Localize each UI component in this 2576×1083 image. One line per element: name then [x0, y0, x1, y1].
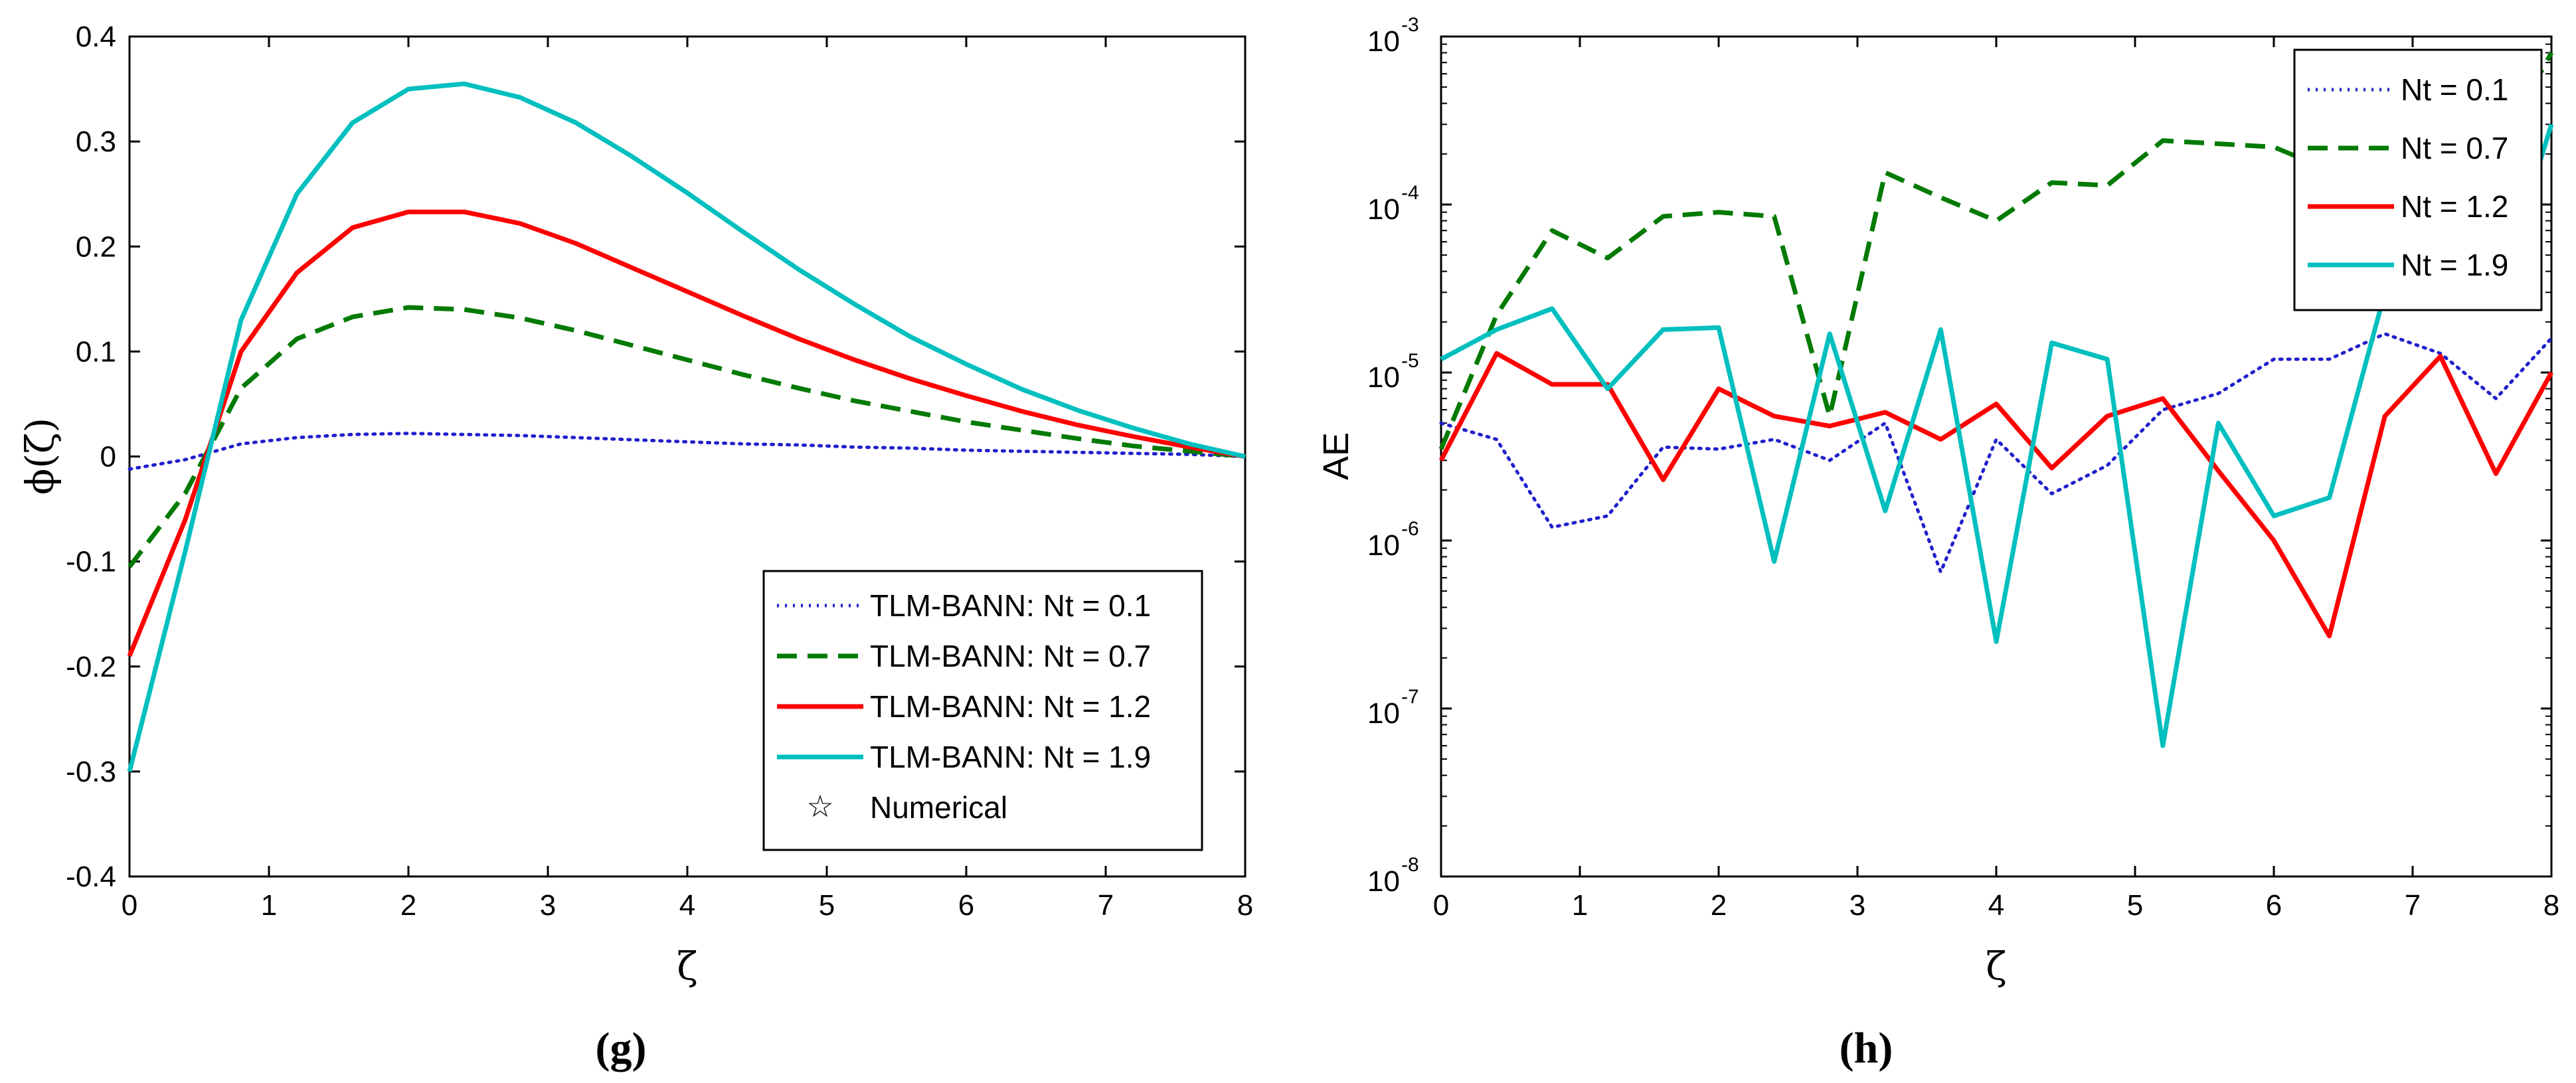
x-tick-label: 6: [958, 889, 974, 922]
legend: Nt = 0.1 Nt = 0.7 Nt = 1.2 Nt = 1.9: [2293, 48, 2543, 311]
panel-caption: (g): [596, 1024, 647, 1072]
series-line-3: [127, 209, 1246, 657]
y-axis-label: AE: [1316, 432, 1356, 480]
legend-entry-2: Nt = 0.7: [2401, 131, 2508, 165]
series-line-2: [128, 305, 1246, 568]
x-tick-label: 0: [122, 889, 137, 922]
legend-entry-4: TLM-BANN: Nt = 1.9: [870, 740, 1151, 774]
y-tick-label: 0.3: [76, 125, 116, 158]
y-tick-label-exponent: -3: [1401, 14, 1419, 36]
series-line-1: [128, 432, 1247, 471]
x-tick-label: 1: [261, 889, 277, 922]
y-tick-label-base: 10: [1367, 25, 1400, 58]
tick-marks: [1440, 35, 2553, 878]
y-tick-label-base: 10: [1367, 529, 1400, 562]
series-line-4: [1440, 124, 2554, 748]
x-tick-label: 5: [2127, 889, 2143, 922]
x-tick-label: 3: [1849, 889, 1865, 922]
y-tick-label: -0.3: [66, 756, 116, 788]
x-tick-labels: 0 1 2 3 4 5 6 7 8: [122, 889, 1253, 922]
y-tick-label-base: 10: [1367, 697, 1400, 730]
x-tick-label: 3: [540, 889, 556, 922]
y-tick-label-exponent: -8: [1401, 854, 1419, 876]
legend-entry-2: TLM-BANN: Nt = 0.7: [870, 639, 1151, 673]
x-tick-label: 5: [819, 889, 835, 922]
legend-entry-1: Nt = 0.1: [2401, 72, 2508, 107]
y-tick-label-exponent: -5: [1401, 350, 1419, 372]
y-tick-label-exponent: -6: [1401, 518, 1419, 540]
legend-box: [762, 570, 1203, 851]
legend-entry-3: TLM-BANN: Nt = 1.2: [870, 689, 1151, 724]
y-tick-label: 0.4: [76, 21, 116, 53]
series-line-4: [127, 81, 1246, 772]
legend: TLM-BANN: Nt = 0.1 TLM-BANN: Nt = 0.7 TLM-…: [762, 570, 1203, 851]
legend-entry-4: Nt = 1.9: [2401, 248, 2508, 282]
y-tick-label-base: 10: [1367, 361, 1400, 394]
y-tick-labels: -0.4 -0.3 -0.2 -0.1 0 0.1 0.2 0.3 0.4: [66, 21, 116, 893]
star-marker-icon: ☆: [806, 789, 833, 823]
x-tick-label: 4: [679, 889, 695, 922]
legend-entry-1: TLM-BANN: Nt = 0.1: [870, 588, 1151, 623]
x-tick-label: 8: [1237, 889, 1253, 922]
x-tick-label: 1: [1572, 889, 1588, 922]
x-tick-label: 7: [2405, 889, 2421, 922]
x-tick-label: 4: [1988, 889, 2004, 922]
legend-entry-numerical: Numerical: [870, 790, 1007, 825]
y-tick-label-exponent: -4: [1401, 182, 1419, 204]
series-line-1: [1439, 332, 2553, 574]
x-tick-label: 6: [2266, 889, 2282, 922]
y-tick-label: 0: [100, 441, 116, 473]
y-tick-label: -0.1: [66, 546, 116, 578]
y-tick-label-base: 10: [1367, 865, 1400, 898]
y-tick-label: -0.4: [66, 861, 116, 893]
x-tick-labels: 0 1 2 3 4 5 6 7 8: [1433, 889, 2559, 922]
x-tick-label: 8: [2543, 889, 2559, 922]
y-tick-label-base: 10: [1367, 193, 1400, 226]
panel-caption: (h): [1840, 1024, 1893, 1072]
x-tick-label: 2: [1711, 889, 1727, 922]
series-line-3: [1438, 351, 2554, 639]
y-tick-label: -0.2: [66, 651, 116, 683]
x-axis-label: ζ: [677, 944, 697, 989]
y-tick-label: 0.1: [76, 335, 116, 368]
x-tick-label: 7: [1098, 889, 1114, 922]
x-tick-label: 0: [1433, 889, 1449, 922]
y-tick-label-exponent: -7: [1401, 686, 1419, 708]
y-tick-label: 0.2: [76, 230, 116, 263]
y-tick-labels: 10-810-710-610-510-410-3: [1367, 14, 1419, 898]
y-axis-label: ϕ(ζ): [17, 418, 62, 495]
x-tick-label: 2: [400, 889, 416, 922]
legend-entry-3: Nt = 1.2: [2401, 189, 2508, 224]
series-lines: [127, 81, 1247, 772]
x-axis-label: ζ: [1986, 944, 2006, 989]
